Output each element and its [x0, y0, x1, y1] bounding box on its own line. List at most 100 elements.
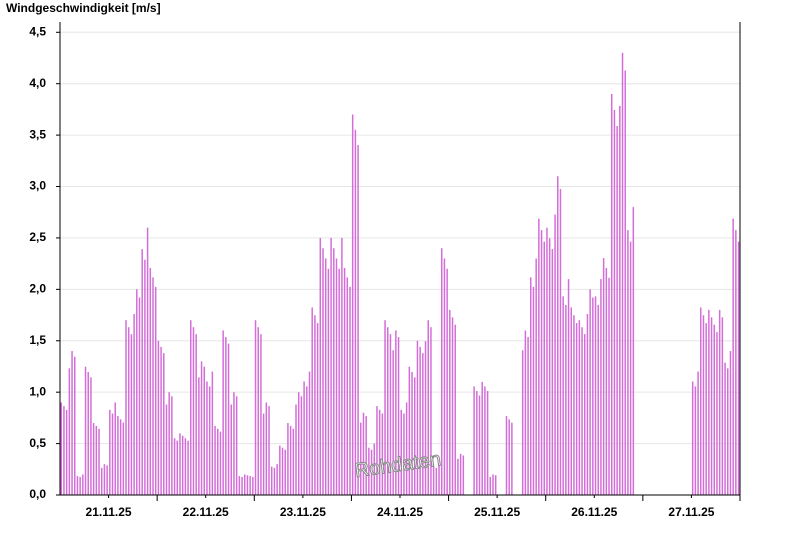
bar [82, 474, 84, 495]
bar [578, 320, 581, 495]
bar [413, 377, 416, 495]
bar [217, 428, 219, 495]
bar [373, 443, 376, 495]
x-tick-label: 22.11.25 [183, 505, 229, 519]
bar [459, 453, 462, 495]
bar [387, 327, 389, 495]
y-tick-label: 2,0 [29, 282, 46, 296]
bar [700, 307, 702, 495]
bar [165, 404, 168, 495]
bar [697, 371, 699, 495]
bar [570, 307, 572, 495]
bar [416, 340, 419, 495]
bar [484, 386, 486, 495]
bar [173, 438, 176, 495]
bar [546, 227, 548, 496]
chart-title: Windgeschwindigkeit [m/s] [6, 1, 161, 15]
bar [432, 466, 435, 495]
bar [257, 327, 259, 495]
bar [629, 241, 632, 495]
bar [92, 423, 95, 495]
bar [84, 366, 87, 495]
x-tick-label: 23.11.25 [280, 505, 326, 519]
bar [389, 334, 392, 495]
bar [211, 371, 214, 495]
bar [192, 327, 195, 495]
y-tick-label: 4,0 [29, 76, 46, 90]
bar [718, 309, 721, 495]
bar [438, 464, 440, 495]
bar [144, 259, 146, 495]
bar [527, 337, 529, 495]
bar [154, 286, 157, 495]
bar [176, 440, 179, 495]
bar [168, 392, 170, 495]
bar [532, 286, 535, 495]
bar [384, 320, 386, 495]
bar [341, 237, 343, 495]
bar [200, 361, 203, 495]
bar [430, 327, 432, 495]
bar [270, 466, 273, 495]
y-tick-label: 3,0 [29, 179, 46, 193]
bar [184, 438, 187, 495]
bar [273, 467, 276, 495]
bar [114, 402, 116, 495]
bar [98, 428, 100, 495]
bar [443, 258, 446, 495]
bar [524, 330, 527, 495]
bar [152, 277, 154, 495]
bar [605, 267, 608, 495]
bar [403, 413, 405, 495]
bar [206, 381, 208, 495]
bar [138, 297, 141, 495]
bar [179, 433, 181, 495]
bar [241, 476, 243, 495]
bar [365, 416, 367, 495]
bar [222, 330, 224, 495]
bar [494, 475, 497, 495]
bar [322, 248, 324, 495]
bar [608, 277, 610, 495]
bar [581, 327, 583, 495]
bar [551, 249, 554, 495]
bar [160, 346, 162, 495]
bar [694, 386, 697, 495]
bar [87, 372, 89, 495]
bar [538, 218, 540, 495]
bar [287, 423, 289, 495]
bar [454, 324, 456, 495]
bar [724, 362, 726, 495]
bar [349, 286, 351, 495]
bar [449, 309, 451, 495]
bar [446, 268, 448, 495]
bar [122, 422, 125, 495]
bar [225, 337, 227, 495]
bar [530, 277, 532, 495]
y-tick-label: 0,5 [29, 436, 46, 450]
bar [594, 296, 597, 495]
bar [624, 70, 626, 496]
bar [190, 320, 192, 495]
bar [710, 317, 713, 495]
bar [76, 476, 79, 495]
bar [508, 419, 510, 495]
bar [613, 110, 616, 495]
bar [316, 323, 319, 495]
bar [411, 372, 413, 495]
bar [559, 188, 562, 495]
bar [125, 320, 127, 495]
bar [233, 392, 235, 495]
bar [378, 409, 381, 495]
bar [252, 476, 254, 495]
bar [489, 476, 492, 495]
bar [713, 324, 716, 495]
bar [249, 476, 251, 495]
bar [117, 416, 119, 495]
bar [68, 368, 71, 495]
bar [716, 332, 718, 495]
bar [219, 431, 222, 495]
bar [376, 406, 378, 495]
bar [543, 241, 546, 495]
bar [600, 279, 602, 495]
